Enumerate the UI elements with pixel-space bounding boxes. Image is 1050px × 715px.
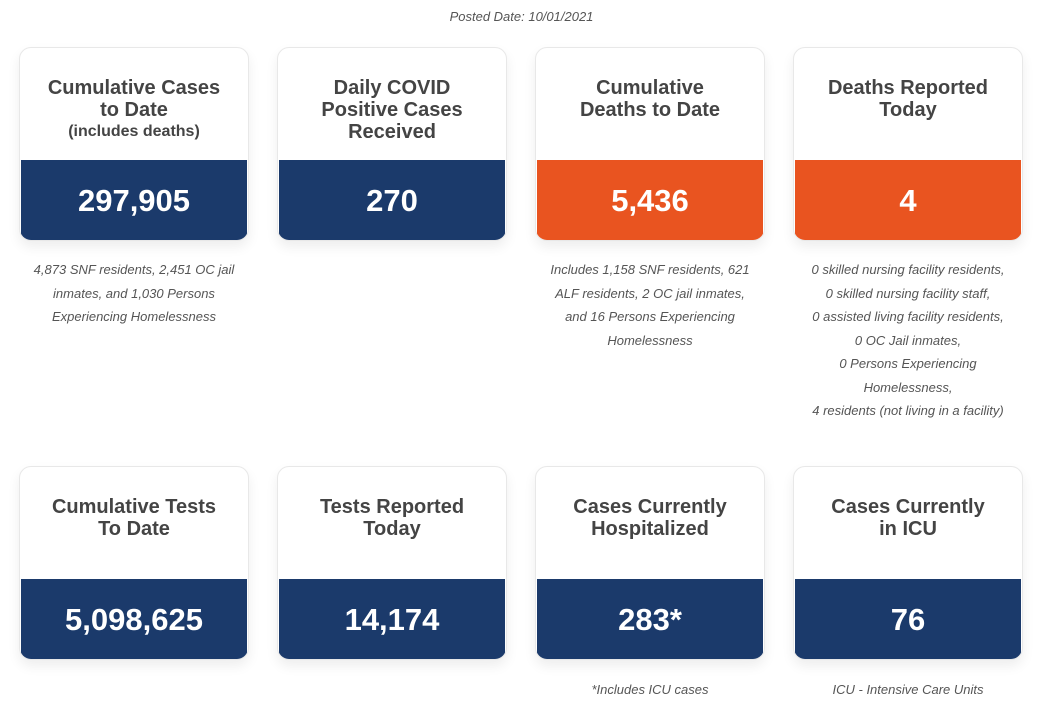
note-line: 4 residents (not living in a facility): [812, 403, 1004, 418]
note-line: and 16 Persons Experiencing: [565, 309, 735, 324]
cumulative-tests-card: Cumulative Tests To Date 5,098,625: [19, 466, 249, 660]
card-title-line: Hospitalized: [591, 518, 709, 540]
card-value: 5,098,625: [21, 579, 247, 659]
card-value: 5,436: [537, 160, 763, 240]
card-title: Tests Reported Today: [278, 496, 506, 540]
tests-reported-today-card: Tests Reported Today 14,174: [277, 466, 507, 660]
cumulative-deaths-card: Cumulative Deaths to Date 5,436: [535, 47, 765, 241]
card-title-line: Cases Currently: [831, 496, 985, 518]
card-title-line: Deaths Reported: [827, 77, 989, 99]
card-title: Deaths Reported Today: [794, 77, 1022, 121]
card-value: 297,905: [21, 160, 247, 240]
posted-date: Posted Date: 10/01/2021: [449, 9, 594, 24]
note-line: ALF residents, 2 OC jail inmates,: [555, 285, 745, 301]
cases-hospitalized-note: *Includes ICU cases: [530, 678, 770, 702]
card-value: 283*: [537, 579, 763, 659]
card-value: 4: [795, 160, 1021, 240]
card-title-line: Tests Reported: [319, 496, 465, 518]
note-line: Includes 1,158 SNF residents, 621: [550, 262, 750, 277]
cumulative-cases-note: 4,873 SNF residents, 2,451 OC jail inmate…: [14, 258, 254, 329]
cases-icu-note: ICU - Intensive Care Units: [788, 678, 1028, 702]
card-title-line: Daily COVID: [333, 77, 451, 99]
card-title-line: to Date: [100, 99, 168, 121]
deaths-reported-today-note: 0 skilled nursing facility residents, 0 s…: [788, 258, 1028, 423]
card-title-line: Cumulative Cases: [47, 77, 221, 99]
note-line: 0 skilled nursing facility residents,: [811, 262, 1005, 277]
note-line: 0 skilled nursing facility staff,: [825, 285, 991, 301]
card-title-line: To Date: [98, 518, 170, 540]
card-value: 270: [279, 160, 505, 240]
note-line: Homelessness: [607, 332, 693, 348]
card-subtitle: (includes deaths): [68, 123, 200, 140]
card-title: Cumulative Cases to Date (includes deaths): [20, 77, 248, 143]
cases-icu-card: Cases Currently in ICU 76: [793, 466, 1023, 660]
card-title-line: in ICU: [879, 518, 937, 540]
card-title-line: Deaths to Date: [579, 99, 721, 121]
deaths-reported-today-card: Deaths Reported Today 4: [793, 47, 1023, 241]
card-value: 14,174: [279, 579, 505, 659]
card-title: Cases Currently in ICU: [794, 496, 1022, 540]
card-title-line: Cases Currently: [573, 496, 727, 518]
card-title-line: Today: [363, 518, 421, 540]
cases-hospitalized-card: Cases Currently Hospitalized 283*: [535, 466, 765, 660]
card-title-line: Cumulative: [596, 77, 704, 99]
daily-positive-cases-card: Daily COVID Positive Cases Received 270: [277, 47, 507, 241]
card-title: Cumulative Deaths to Date: [536, 77, 764, 121]
cumulative-cases-card: Cumulative Cases to Date (includes deaths)…: [19, 47, 249, 241]
note-line: Homelessness,: [863, 379, 953, 395]
note-line: *Includes ICU cases: [591, 682, 709, 697]
note-line: 4,873 SNF residents, 2,451 OC jail: [33, 262, 235, 277]
card-title: Cumulative Tests To Date: [20, 496, 248, 540]
card-title-line: Positive Cases: [321, 99, 463, 121]
card-title: Cases Currently Hospitalized: [536, 496, 764, 540]
note-line: inmates, and 1,030 Persons: [53, 285, 215, 301]
note-line: Experiencing Homelessness: [51, 309, 217, 324]
note-line: 0 OC Jail inmates,: [854, 332, 962, 348]
card-value: 76: [795, 579, 1021, 659]
note-line: 0 Persons Experiencing: [839, 356, 977, 371]
note-line: ICU - Intensive Care Units: [832, 682, 984, 697]
cumulative-deaths-note: Includes 1,158 SNF residents, 621 ALF res…: [530, 258, 770, 352]
card-title-line: Cumulative Tests: [51, 496, 217, 518]
card-title-line: Received: [348, 121, 436, 143]
note-line: 0 assisted living facility residents,: [812, 309, 1004, 324]
card-title-line: Today: [879, 99, 937, 121]
card-title: Daily COVID Positive Cases Received: [278, 77, 506, 143]
